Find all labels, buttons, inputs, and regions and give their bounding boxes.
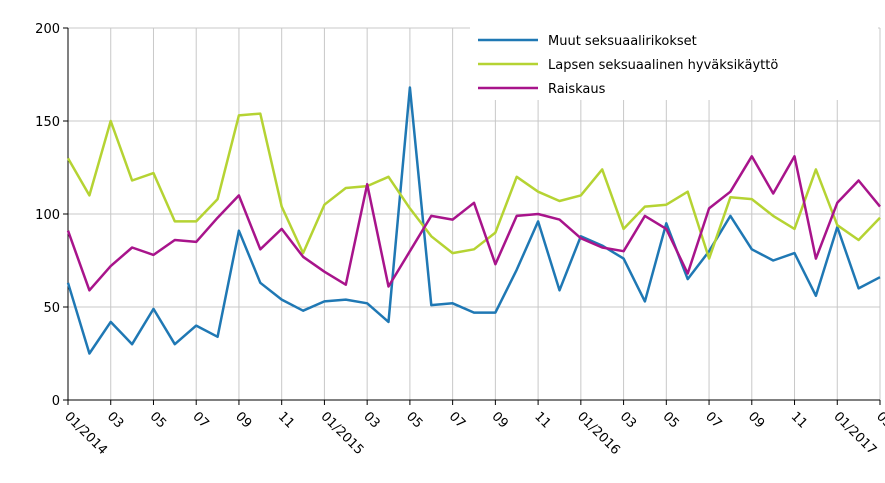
x-tick-label: 11 [788, 409, 810, 431]
legend-entry-label: Lapsen seksuaalinen hyväksikäyttö [548, 58, 778, 73]
x-tick-label: 05 [147, 409, 169, 431]
x-tick-label: 01/2015 [318, 409, 367, 458]
x-tick-label: 03 [104, 409, 126, 431]
x-tick-label: 01/2017 [830, 409, 879, 458]
x-tick-label: 09 [489, 409, 511, 431]
x-tick-label: 03 [360, 409, 382, 431]
grid [67, 27, 881, 400]
x-tick-label: 05 [403, 409, 425, 431]
x-tick-label: 05 [659, 409, 681, 431]
x-tick-label: 09 [745, 409, 767, 431]
y-tick-label: 100 [35, 208, 60, 223]
legend-entry-label: Muut seksuaalirikokset [548, 34, 697, 49]
x-tick-label: 11 [531, 409, 553, 431]
legend-entry-label: Raiskaus [548, 82, 606, 97]
y-tick-labels: 0 50 100 150 200 [35, 22, 60, 409]
y-tick-label: 150 [35, 115, 60, 130]
x-tick-label: 07 [702, 409, 724, 431]
x-tick-label: 03 [617, 409, 639, 431]
x-tick-label: 01/2014 [61, 409, 110, 458]
x-tick-label: 07 [446, 409, 468, 431]
y-tick-label: 50 [43, 301, 60, 316]
series-lines [66, 86, 881, 355]
x-tick-label: 03 [873, 409, 885, 431]
x-tick-label: 09 [232, 409, 254, 431]
series-line-raiskaus [66, 155, 881, 292]
y-tick-label: 200 [35, 22, 60, 37]
x-tick-label: 11 [275, 409, 297, 431]
y-tick-label: 0 [52, 394, 60, 409]
legend: Muut seksuaalirikokset Lapsen seksuaaline… [470, 24, 878, 100]
series-line-lapsen [66, 112, 881, 260]
x-tick-label: 07 [189, 409, 211, 431]
series-line-muut [66, 86, 881, 355]
x-tick-label: 01/2016 [574, 409, 623, 458]
axes [63, 27, 881, 405]
